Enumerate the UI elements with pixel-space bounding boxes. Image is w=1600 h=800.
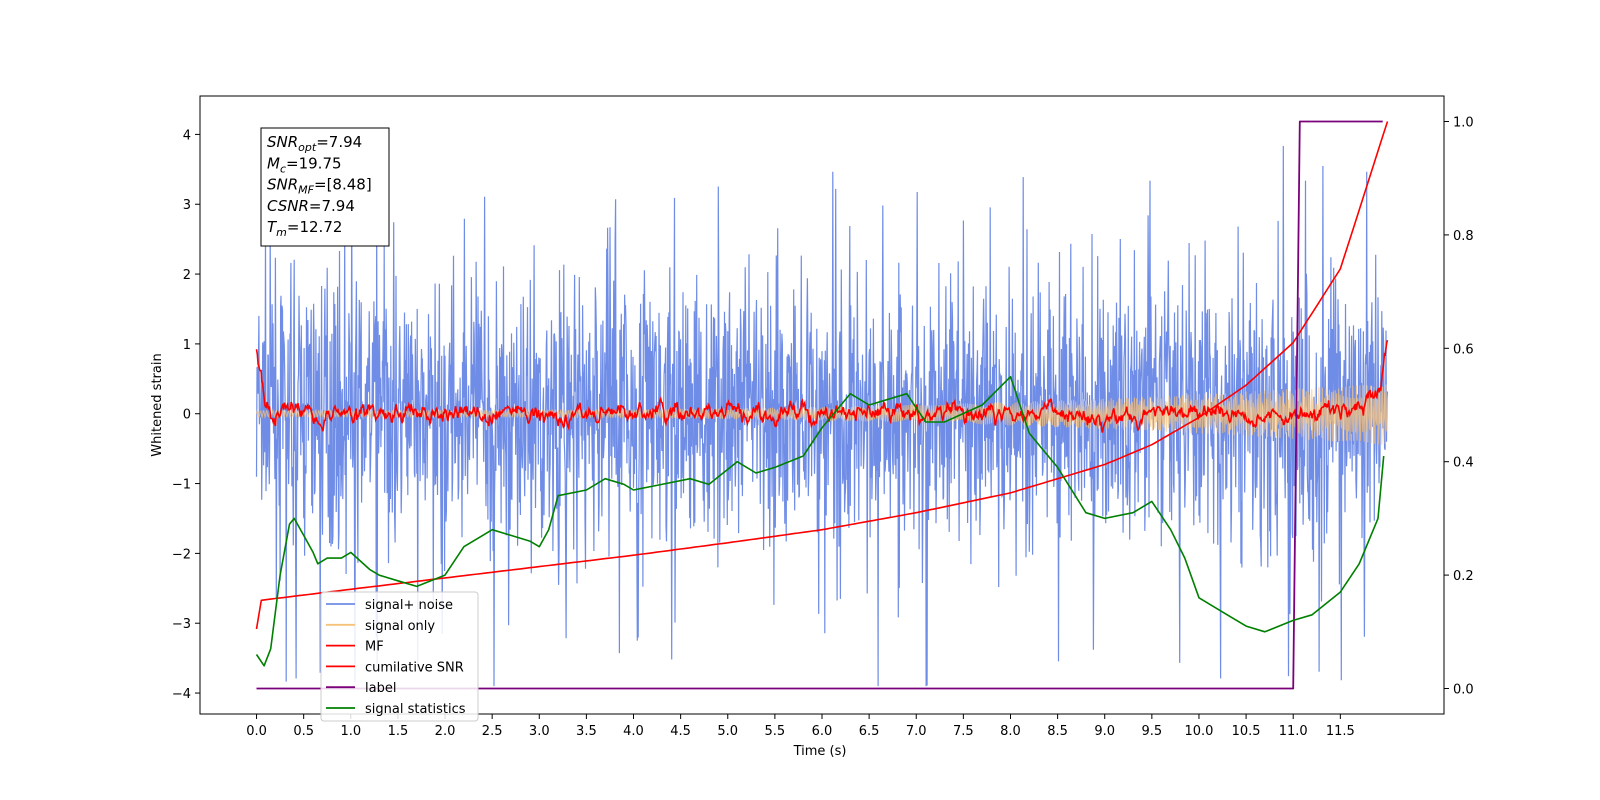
info-box-frame bbox=[260, 127, 390, 247]
y-tick-label: −4 bbox=[172, 687, 191, 702]
series-layer bbox=[255, 120, 1389, 690]
info-box-row: SNRMF=[8.48] bbox=[267, 176, 372, 197]
x-axis: 0.0 0.5 1.0 1.5 2.0 2.5 3.0 3.5 4.0 4.5 5.0 5.5 6.0 6… bbox=[246, 714, 1355, 739]
x-tick-label: 1.5 bbox=[388, 724, 409, 739]
info-box-row: Mc=19.75 bbox=[267, 154, 342, 175]
y-tick-label: 1 bbox=[183, 338, 191, 353]
info-box-symbol: SNR bbox=[267, 133, 298, 151]
y-axis-right: 1.0 0.8 0.6 0.4 0.2 0.0 bbox=[1444, 116, 1474, 697]
x-tick-label: 9.5 bbox=[1142, 724, 1163, 739]
info-box-symbol: CSNR bbox=[267, 197, 309, 215]
x-tick-label: 11.0 bbox=[1279, 724, 1308, 739]
y-tick-label: −2 bbox=[172, 547, 191, 562]
y-right-tick-label: 0.0 bbox=[1453, 682, 1474, 697]
x-tick-label: 1.0 bbox=[340, 724, 361, 739]
info-box-symbol: SNR bbox=[267, 176, 298, 194]
info-box-value: =7.94 bbox=[316, 133, 362, 151]
x-tick-label: 8.0 bbox=[1000, 724, 1021, 739]
x-tick-label: 9.0 bbox=[1094, 724, 1115, 739]
series-cumulative-snr bbox=[255, 121, 1389, 630]
y-tick-label: 2 bbox=[183, 268, 191, 283]
series-label bbox=[256, 120, 1383, 690]
x-tick-label: 6.0 bbox=[812, 724, 833, 739]
x-tick-label: 5.5 bbox=[765, 724, 786, 739]
legend-entry: cumilative SNR bbox=[365, 660, 464, 675]
x-tick-label: 0.0 bbox=[246, 724, 267, 739]
info-box-value: =[8.48] bbox=[314, 176, 372, 194]
series-signal-noise bbox=[255, 145, 1389, 687]
info-box-subscript: MF bbox=[298, 184, 314, 197]
y-axis-label: Whitened strain bbox=[150, 353, 165, 456]
y-tick-label: −1 bbox=[172, 478, 191, 493]
x-tick-label: 8.5 bbox=[1047, 724, 1068, 739]
legend-entry: signal+ noise bbox=[365, 598, 453, 613]
legend-entry: label bbox=[365, 681, 396, 696]
legend-entry: signal only bbox=[365, 619, 435, 634]
info-box-value: =12.72 bbox=[287, 218, 343, 236]
legend-frame bbox=[320, 591, 479, 722]
legend: signal+ noise signal only MF cumilative SNR… bbox=[320, 591, 479, 722]
series-mf bbox=[255, 339, 1389, 433]
y-right-tick-label: 0.4 bbox=[1453, 456, 1474, 471]
y-tick-label: 0 bbox=[183, 408, 191, 423]
info-box-row: SNRopt=7.94 bbox=[267, 133, 362, 154]
info-box-subscript: c bbox=[280, 162, 286, 175]
x-tick-label: 4.5 bbox=[670, 724, 691, 739]
x-tick-label: 10.5 bbox=[1232, 724, 1261, 739]
x-tick-label: 5.0 bbox=[717, 724, 738, 739]
y-right-tick-label: 1.0 bbox=[1453, 116, 1474, 131]
info-box-value: =7.94 bbox=[309, 197, 355, 215]
x-tick-label: 7.0 bbox=[906, 724, 927, 739]
series-signal-statistics bbox=[255, 375, 1385, 667]
info-box-symbol: T bbox=[267, 218, 278, 236]
y-tick-label: −3 bbox=[172, 617, 191, 632]
y-right-tick-label: 0.6 bbox=[1453, 342, 1474, 357]
info-box: SNRopt=7.94Mc=19.75SNRMF=[8.48]CSNR=7.94… bbox=[260, 127, 390, 247]
x-tick-label: 4.0 bbox=[623, 724, 644, 739]
x-tick-label: 2.5 bbox=[482, 724, 503, 739]
y-right-tick-label: 0.2 bbox=[1453, 569, 1474, 584]
x-tick-label: 2.0 bbox=[435, 724, 456, 739]
info-box-row: Tm=12.72 bbox=[267, 218, 342, 239]
legend-entry: MF bbox=[365, 640, 384, 655]
x-tick-label: 3.5 bbox=[576, 724, 597, 739]
y-right-tick-label: 0.8 bbox=[1453, 229, 1474, 244]
info-box-row: CSNR=7.94 bbox=[267, 197, 355, 215]
x-tick-label: 10.0 bbox=[1184, 724, 1213, 739]
info-box-value: =19.75 bbox=[286, 154, 342, 172]
x-tick-label: 3.0 bbox=[529, 724, 550, 739]
legend-entry: signal statistics bbox=[365, 702, 466, 717]
x-axis-label: Time (s) bbox=[793, 744, 847, 759]
y-tick-label: 4 bbox=[183, 128, 191, 143]
x-tick-label: 7.5 bbox=[953, 724, 974, 739]
info-box-subscript: opt bbox=[298, 141, 317, 154]
x-tick-label: 6.5 bbox=[859, 724, 880, 739]
y-axis-left: 4 3 2 1 0 −1 −2 −3 −4 bbox=[172, 128, 200, 702]
y-tick-label: 3 bbox=[183, 198, 191, 213]
x-tick-label: 11.5 bbox=[1326, 724, 1355, 739]
info-box-symbol: M bbox=[267, 154, 280, 172]
info-box-subscript: m bbox=[276, 226, 287, 239]
x-tick-label: 0.5 bbox=[293, 724, 314, 739]
